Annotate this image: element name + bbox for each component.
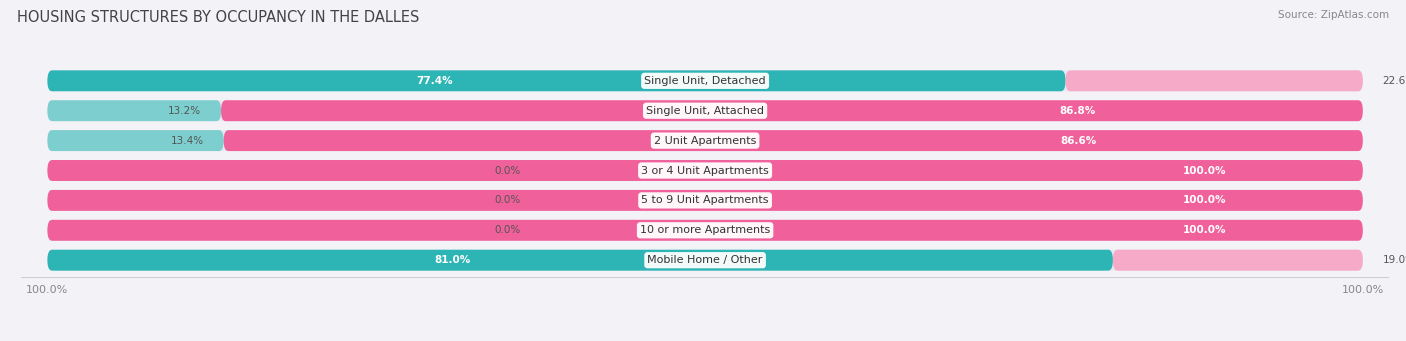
Text: 0.0%: 0.0% [495, 195, 522, 205]
Text: 2 Unit Apartments: 2 Unit Apartments [654, 136, 756, 146]
Text: 13.4%: 13.4% [170, 136, 204, 146]
Text: 77.4%: 77.4% [416, 76, 453, 86]
Text: 3 or 4 Unit Apartments: 3 or 4 Unit Apartments [641, 165, 769, 176]
FancyBboxPatch shape [48, 220, 1362, 241]
FancyBboxPatch shape [48, 100, 1362, 121]
FancyBboxPatch shape [48, 160, 1362, 181]
Text: 81.0%: 81.0% [434, 255, 471, 265]
FancyBboxPatch shape [48, 190, 1362, 211]
Text: Single Unit, Detached: Single Unit, Detached [644, 76, 766, 86]
FancyBboxPatch shape [48, 70, 1066, 91]
FancyBboxPatch shape [48, 250, 1362, 271]
FancyBboxPatch shape [48, 100, 221, 121]
FancyBboxPatch shape [48, 190, 1362, 211]
FancyBboxPatch shape [48, 160, 1362, 181]
FancyBboxPatch shape [48, 220, 1362, 241]
FancyBboxPatch shape [224, 130, 1362, 151]
FancyBboxPatch shape [48, 250, 1114, 271]
Text: Mobile Home / Other: Mobile Home / Other [647, 255, 763, 265]
FancyBboxPatch shape [1066, 70, 1362, 91]
Text: Single Unit, Attached: Single Unit, Attached [647, 106, 763, 116]
Text: 86.8%: 86.8% [1059, 106, 1095, 116]
Text: 100.0%: 100.0% [1184, 165, 1226, 176]
Text: 19.0%: 19.0% [1382, 255, 1406, 265]
Text: 100.0%: 100.0% [1184, 195, 1226, 205]
FancyBboxPatch shape [221, 100, 1362, 121]
Text: 10 or more Apartments: 10 or more Apartments [640, 225, 770, 235]
Text: 0.0%: 0.0% [495, 225, 522, 235]
Text: 5 to 9 Unit Apartments: 5 to 9 Unit Apartments [641, 195, 769, 205]
FancyBboxPatch shape [1114, 250, 1362, 271]
Text: 22.6%: 22.6% [1382, 76, 1406, 86]
Text: 100.0%: 100.0% [1184, 225, 1226, 235]
FancyBboxPatch shape [48, 70, 1362, 91]
Text: 13.2%: 13.2% [169, 106, 201, 116]
Text: HOUSING STRUCTURES BY OCCUPANCY IN THE DALLES: HOUSING STRUCTURES BY OCCUPANCY IN THE D… [17, 10, 419, 25]
Text: 0.0%: 0.0% [495, 165, 522, 176]
Text: 86.6%: 86.6% [1060, 136, 1097, 146]
FancyBboxPatch shape [48, 130, 224, 151]
Text: Source: ZipAtlas.com: Source: ZipAtlas.com [1278, 10, 1389, 20]
FancyBboxPatch shape [48, 130, 1362, 151]
